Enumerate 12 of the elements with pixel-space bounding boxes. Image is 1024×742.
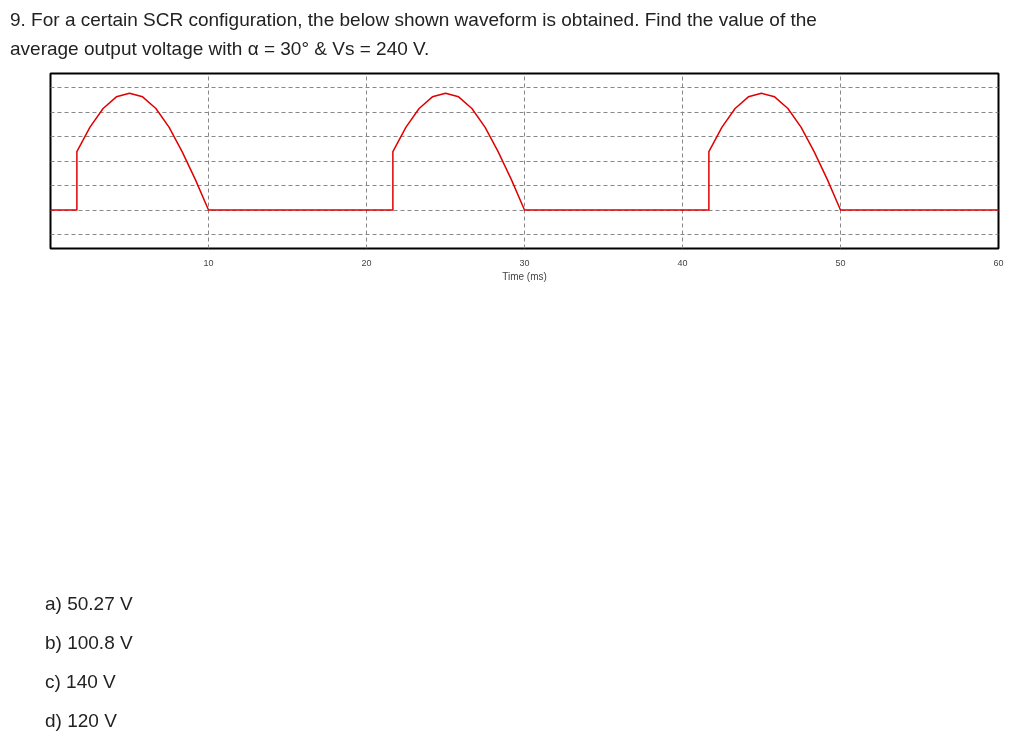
x-tick-label: 60 [993, 257, 1004, 268]
x-tick-label: 20 [361, 257, 372, 268]
x-tick-label: 50 [835, 257, 846, 268]
text: d) 120 V [45, 709, 117, 733]
text: c) 140 V [45, 670, 116, 694]
text: a) 50.27 V [45, 592, 133, 616]
chart-title: 9. For a certain SCR configuration, the below shown waveform is obtained. Find the value of the average output voltage with α = 30° & Vs = 240 V. [10, 8, 818, 61]
text: b) 100.8 V [45, 631, 133, 655]
x-tick-label: 40 [677, 257, 688, 268]
x-axis-title: Time (ms) [502, 270, 547, 282]
x-tick-label: 30 [519, 257, 530, 268]
x-tick-label: 10 [203, 257, 214, 268]
